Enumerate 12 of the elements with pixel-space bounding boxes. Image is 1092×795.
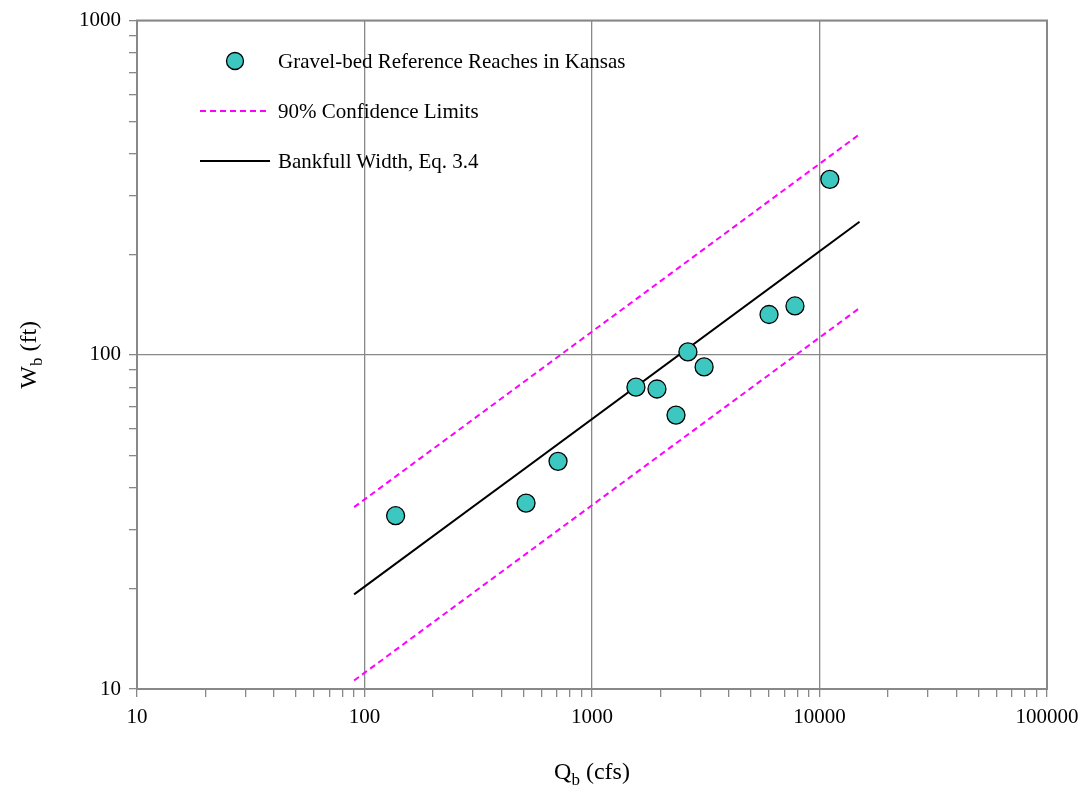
x-tick-label: 100000 — [1015, 704, 1079, 729]
x-tick-label: 10000 — [793, 704, 846, 729]
y-tick-label: 1000 — [79, 7, 121, 32]
legend-label: Gravel-bed Reference Reaches in Kansas — [278, 48, 626, 74]
y-tick-label: 100 — [89, 341, 121, 366]
x-tick-label: 10 — [126, 704, 148, 729]
legend-label: Bankfull Width, Eq. 3.4 — [278, 148, 479, 174]
x-tick-label: 1000 — [571, 704, 613, 729]
y-tick-label: 10 — [100, 675, 121, 700]
x-tick-label: 100 — [348, 704, 381, 729]
legend-label: 90% Confidence Limits — [278, 98, 479, 124]
y-axis-title: Wb (ft) — [15, 320, 46, 389]
